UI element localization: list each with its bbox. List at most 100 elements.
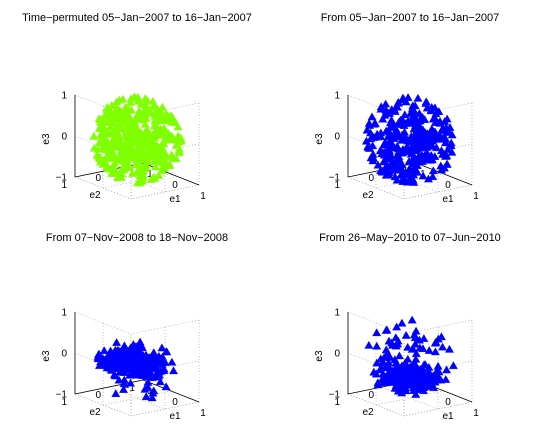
data-point-triangle — [157, 102, 167, 111]
data-point-triangle — [434, 107, 444, 115]
data-point-triangle — [114, 137, 124, 145]
data-point-triangle — [382, 325, 392, 334]
data-point-triangle — [154, 370, 164, 379]
data-point-triangle — [420, 151, 430, 160]
data-point-triangle — [384, 351, 394, 360]
data-point-triangle — [369, 119, 379, 128]
data-point-triangle — [176, 136, 186, 145]
e2-tick-label: 1 — [334, 397, 340, 408]
data-point-triangle — [143, 377, 153, 386]
data-point-triangle — [418, 171, 428, 180]
data-point-triangle — [161, 382, 171, 391]
data-point-triangle — [411, 326, 421, 335]
e3-tick-label: −1 — [329, 390, 341, 401]
data-point-triangle — [390, 107, 400, 115]
e3-tick-label: 1 — [61, 308, 67, 319]
e3-tick-label: −1 — [56, 173, 68, 184]
data-point-triangle — [131, 122, 141, 131]
panel-title: Time−permuted 05−Jan−2007 to 16−Jan−2007 — [22, 12, 252, 24]
data-point-triangle — [401, 330, 411, 339]
data-point-triangle — [387, 338, 397, 347]
data-point-triangle — [393, 336, 403, 345]
data-point-triangle — [407, 366, 417, 375]
data-point-triangle — [126, 144, 136, 153]
data-point-triangle — [114, 375, 124, 384]
scatter3d-panel-jan-2007: From 05−Jan−2007 to 16−Jan−2007 −101−101… — [314, 12, 499, 205]
e3-axis-label: e3 — [41, 133, 52, 145]
data-point-triangle — [445, 123, 455, 131]
e3-tick-label: 1 — [334, 91, 340, 102]
grid-line — [347, 135, 405, 159]
data-point-triangle — [108, 151, 118, 160]
data-point-triangle — [151, 162, 161, 171]
e1-tick-label: 1 — [473, 408, 479, 419]
grid-line — [403, 184, 473, 200]
data-point-triangle — [433, 361, 443, 370]
data-point-triangle — [418, 344, 428, 352]
data-point-triangle — [415, 138, 425, 147]
data-point-triangle — [401, 133, 411, 142]
data-point-triangle — [376, 132, 386, 141]
data-point-triangle — [109, 164, 119, 173]
e3-tick-label: 0 — [334, 349, 340, 360]
data-point-triangle — [140, 140, 150, 148]
data-point-triangle — [145, 108, 155, 117]
e3-axis-label: e3 — [314, 350, 325, 362]
data-point-triangle — [401, 386, 411, 395]
data-point-triangle — [138, 165, 148, 174]
data-point-triangle — [442, 365, 452, 374]
data-point-triangle — [144, 157, 154, 166]
data-point-triangle — [165, 161, 175, 169]
grid-line — [347, 176, 405, 200]
grid-line — [347, 393, 405, 417]
e2-tick-label: 0 — [368, 173, 374, 184]
grid-line — [130, 319, 200, 335]
e3-axis-label: e3 — [314, 133, 325, 145]
data-point-triangle — [403, 93, 413, 101]
e1-axis-line — [415, 162, 473, 186]
data-point-triangle — [121, 112, 131, 120]
e3-tick-label: 0 — [334, 132, 340, 143]
data-point-triangle — [441, 138, 450, 147]
e2-tick-label: 0 — [368, 390, 374, 401]
data-point-triangle — [420, 115, 430, 123]
grid-line — [74, 393, 132, 417]
scatter3d-panel-permuted: Time−permuted 05−Jan−2007 to 16−Jan−2007… — [22, 12, 252, 205]
data-point-triangle — [410, 101, 420, 110]
e1-tick-label: 0 — [445, 180, 451, 191]
data-point-triangle — [111, 389, 121, 398]
data-point-triangle — [379, 150, 389, 159]
data-point-triangle — [126, 105, 136, 114]
data-point-triangle — [409, 130, 419, 139]
data-point-triangle — [408, 175, 418, 184]
scatter3d-panel-may-2010: From 26−May−2010 to 07−Jun−2010 −101−101… — [314, 232, 501, 422]
data-point-triangle — [418, 155, 428, 163]
grid-line — [130, 184, 200, 200]
grid-line — [403, 401, 473, 417]
data-point-triangle — [384, 130, 394, 139]
data-point-triangle — [424, 346, 434, 354]
data-point-triangle — [135, 337, 145, 346]
panel-title: From 07−Nov−2008 to 18−Nov−2008 — [46, 232, 228, 244]
data-point-triangle — [378, 114, 388, 123]
data-point-triangle — [372, 341, 382, 350]
data-point-triangle — [368, 156, 378, 165]
data-point-triangle — [408, 344, 418, 353]
panel-title: From 26−May−2010 to 07−Jun−2010 — [319, 232, 501, 244]
grid-line — [74, 311, 132, 335]
grid-line — [74, 94, 132, 118]
e2-axis-label: e2 — [362, 190, 374, 201]
data-point-triangle — [429, 127, 439, 136]
grid-line — [102, 173, 172, 189]
data-point-triangle — [126, 378, 135, 387]
data-point-triangle — [384, 167, 394, 176]
data-point-triangle — [372, 328, 382, 337]
data-point-triangle — [365, 143, 375, 152]
data-point-triangle — [154, 170, 164, 179]
e2-tick-label: 0 — [95, 390, 101, 401]
data-point-triangle — [116, 172, 126, 181]
data-point-triangle — [441, 375, 451, 383]
data-point-triangle — [147, 393, 157, 402]
data-point-triangle — [438, 342, 448, 351]
